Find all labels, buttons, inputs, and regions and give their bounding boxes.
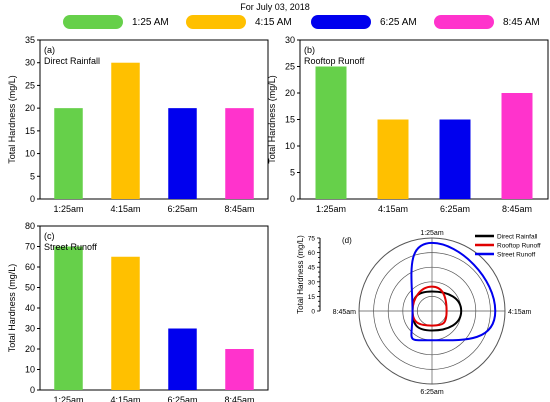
x-tick-label: 6:25am xyxy=(167,204,197,214)
y-tick-label: 10 xyxy=(25,149,35,159)
x-tick-label: 4:15am xyxy=(378,204,408,214)
y-tick-label: 10 xyxy=(25,365,35,375)
y-axis-label: Total Hardness (mg/L) xyxy=(7,75,17,164)
bar-chart-panel: 0 5 10 15 20 25 30 1:25am 4:15am 6:25am 8:45am (b)R… xyxy=(267,35,549,214)
y-tick-label: 20 xyxy=(285,88,295,98)
polar-angle-label: 1:25am xyxy=(420,230,444,237)
polar-angle-label: 6:25am xyxy=(420,389,444,396)
y-tick-label: 5 xyxy=(290,168,295,178)
legend-item: 6:25 AM xyxy=(311,14,417,30)
legend: 1:25 AM 4:15 AM 6:25 AM 8:45 AM xyxy=(0,14,550,32)
polar-y-tick-label: 30 xyxy=(308,279,316,286)
x-tick-label: 4:15am xyxy=(110,395,140,402)
legend-swatch xyxy=(434,15,494,29)
x-tick-label: 4:15am xyxy=(110,204,140,214)
polar-y-axis-label: Total Hardness (mg/L) xyxy=(296,235,305,314)
legend-swatch xyxy=(311,15,371,29)
polar-legend-label: Street Runoff xyxy=(497,252,535,259)
bar xyxy=(54,108,83,199)
bar xyxy=(111,256,140,390)
panel-label: (d) xyxy=(342,236,352,245)
panel-label: (b) xyxy=(304,45,315,55)
x-tick-label: 1:25am xyxy=(53,204,83,214)
polar-y-tick-label: 60 xyxy=(308,250,316,257)
polar-y-tick-label: 15 xyxy=(308,294,316,301)
y-axis-label: Total Hardness (mg/L) xyxy=(267,75,277,164)
bar xyxy=(225,349,254,390)
legend-label: 8:45 AM xyxy=(503,16,540,28)
y-tick-label: 60 xyxy=(25,262,35,272)
legend-label: 1:25 AM xyxy=(132,16,169,28)
polar-y-tick-label: 0 xyxy=(311,309,315,316)
legend-label: 4:15 AM xyxy=(255,16,292,28)
bar xyxy=(315,66,347,199)
y-tick-label: 50 xyxy=(25,283,35,293)
y-tick-label: 15 xyxy=(25,126,35,136)
y-tick-label: 80 xyxy=(25,221,35,231)
legend-swatch xyxy=(186,15,246,29)
bar xyxy=(111,62,140,199)
x-tick-label: 1:25am xyxy=(53,395,83,402)
x-tick-label: 6:25am xyxy=(440,204,470,214)
y-tick-label: 0 xyxy=(30,194,35,204)
polar-series-line xyxy=(410,241,497,342)
y-tick-label: 20 xyxy=(25,344,35,354)
polar-angle-label: 4:15am xyxy=(508,309,532,316)
x-tick-label: 6:25am xyxy=(167,395,197,402)
legend-item: 8:45 AM xyxy=(434,14,540,30)
legend-swatch xyxy=(63,15,123,29)
y-tick-label: 25 xyxy=(25,80,35,90)
y-axis-label: Total Hardness (mg/L) xyxy=(7,264,17,353)
y-tick-label: 25 xyxy=(285,62,295,72)
bar xyxy=(168,108,197,199)
x-tick-label: 1:25am xyxy=(316,204,346,214)
y-tick-label: 15 xyxy=(285,115,295,125)
x-tick-label: 8:45am xyxy=(224,204,254,214)
bar-chart-panel: 0 5 10 15 20 25 30 35 1:25am 4:15am 6:25am 8:45am (a… xyxy=(7,35,269,214)
y-tick-label: 70 xyxy=(25,242,35,252)
y-tick-label: 35 xyxy=(25,35,35,45)
legend-item: 4:15 AM xyxy=(186,14,292,30)
x-tick-label: 8:45am xyxy=(224,395,254,402)
chart-title: Direct Rainfall xyxy=(44,56,100,66)
plot-frame xyxy=(39,39,269,200)
legend-item: 1:25 AM xyxy=(63,14,169,30)
chart-title: Rooftop Runoff xyxy=(304,56,365,66)
polar-y-tick-label: 45 xyxy=(308,265,316,272)
bar xyxy=(439,119,471,199)
y-tick-label: 30 xyxy=(285,35,295,45)
y-tick-label: 30 xyxy=(25,324,35,334)
x-tick-label: 8:45am xyxy=(502,204,532,214)
polar-legend-label: Direct Rainfall xyxy=(497,234,538,241)
y-tick-label: 30 xyxy=(25,58,35,68)
legend-label: 6:25 AM xyxy=(380,16,417,28)
y-tick-label: 10 xyxy=(285,141,295,151)
y-tick-label: 0 xyxy=(290,194,295,204)
chart-title: Street Runoff xyxy=(44,242,97,252)
polar-angle-label: 8:45am xyxy=(333,309,357,316)
bar xyxy=(225,108,254,199)
bar xyxy=(377,119,409,199)
bar xyxy=(168,328,197,390)
polar-series-line xyxy=(411,285,448,327)
bar-chart-panel: 0 10 20 30 40 50 60 70 80 1:25am 4:15am 6:25am 8:45a… xyxy=(7,221,269,402)
bar xyxy=(54,246,83,390)
panel-label: (a) xyxy=(44,45,55,55)
y-tick-label: 0 xyxy=(30,385,35,395)
polar-y-tick-label: 75 xyxy=(308,236,316,243)
y-tick-label: 40 xyxy=(25,303,35,313)
panel-label: (c) xyxy=(44,231,55,241)
y-tick-label: 5 xyxy=(30,171,35,181)
polar-legend-label: Rooftop Runoff xyxy=(497,243,541,250)
y-tick-label: 20 xyxy=(25,103,35,113)
bar xyxy=(501,93,533,199)
page-title: For July 03, 2018 xyxy=(240,2,310,12)
